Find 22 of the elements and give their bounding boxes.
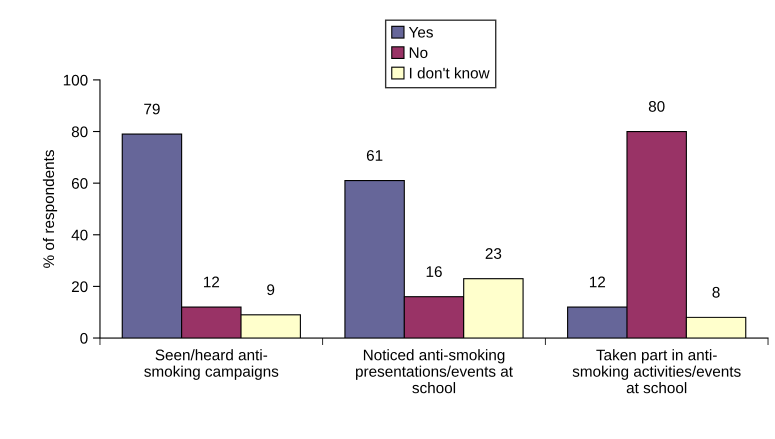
data-label: 12 <box>590 276 606 288</box>
data-label: 80 <box>648 101 665 112</box>
y-tick-label: 100 <box>64 74 88 86</box>
data-label: 8 <box>712 286 720 298</box>
data-label: 23 <box>486 248 502 259</box>
x-tick-label: Taken part in anti- smoking activities/events at school <box>572 349 741 394</box>
legend-label: I don't know <box>410 67 490 79</box>
y-axis-title: % of respondents <box>42 150 58 268</box>
y-tick-label: 20 <box>72 281 88 292</box>
y-tick-label: 40 <box>72 230 88 240</box>
x-tick-label: Seen/heard anti- smoking campaigns <box>144 349 278 380</box>
legend-label: Yes <box>408 26 433 38</box>
legend-label: No <box>410 47 428 58</box>
data-label: 61 <box>366 150 382 161</box>
y-tick-label: 60 <box>72 178 88 189</box>
data-label: 9 <box>267 284 274 296</box>
y-tick-label: 80 <box>72 126 88 138</box>
y-tick-label: 0 <box>80 332 88 344</box>
data-label: 12 <box>204 276 220 288</box>
x-tick-label: Noticed anti-smoking presentations/events at school <box>356 349 513 394</box>
data-label: 16 <box>426 266 442 278</box>
data-label: 79 <box>144 104 160 114</box>
